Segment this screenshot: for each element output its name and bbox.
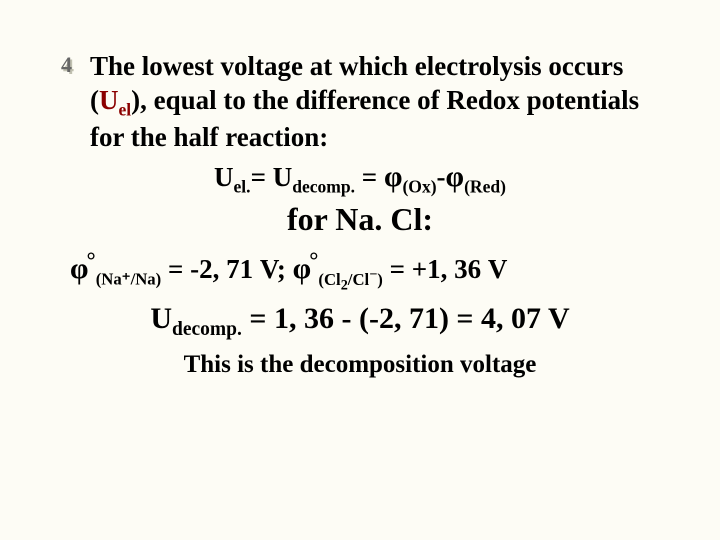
uel-symbol: Uel (99, 85, 131, 115)
pot-cl-val: = +1, 36 V (383, 254, 508, 284)
slide-body: 4 4 The lowest voltage at which electrol… (0, 0, 720, 419)
pot-na-pair: (Na⁺/Na) (96, 270, 162, 289)
pot-na-val: = -2, 71 V; (161, 254, 292, 284)
pot-deg2: ° (309, 248, 318, 273)
uel-u: U (99, 85, 119, 115)
potentials-line: φ°(Na⁺/Na) = -2, 71 V; φ°(Cl2/Cl−) = +1,… (60, 248, 660, 294)
cl-a: (Cl (318, 270, 340, 289)
intro-text: The lowest voltage at which electrolysis… (90, 50, 660, 155)
eq-eq1: = (251, 162, 273, 192)
final-statement: This is the decomposition voltage (60, 351, 660, 379)
pot-deg1: ° (87, 248, 96, 273)
eq-minus: - (437, 162, 446, 192)
eq-eq2: = (355, 162, 384, 192)
pot-cl-pair: (Cl2/Cl−) (318, 270, 383, 289)
cl-2: 2 (341, 277, 348, 293)
decomp-equation: Udecomp. = 1, 36 - (-2, 71) = 4, 07 V (60, 302, 660, 341)
nacl-heading: for Na. Cl: (60, 201, 660, 238)
eq-u1: U (214, 162, 234, 192)
decomp-rest: = 1, 36 - (-2, 71) = 4, 07 V (242, 302, 570, 335)
pot-phi1: φ (70, 253, 89, 285)
eq-el-sub: el. (234, 176, 251, 196)
cl-b: /Cl (348, 270, 369, 289)
svg-text:4: 4 (61, 56, 72, 77)
eq-red: (Red) (464, 176, 506, 196)
eq-phi2: φ (446, 161, 465, 193)
bullet-4-icon: 4 4 (60, 56, 80, 83)
decomp-u: U (150, 302, 172, 335)
uel-sub: el (119, 99, 132, 119)
eq-phi1: φ (384, 161, 403, 193)
decomp-sub: decomp. (172, 319, 242, 340)
intro-suffix: ), equal to the difference of Redox pote… (90, 85, 639, 152)
eq-decomp-sub: decomp. (292, 176, 355, 196)
equation-line: Uel.= Udecomp. = φ(Ox)-φ(Red) (60, 161, 660, 197)
bullet-paragraph: 4 4 The lowest voltage at which electrol… (60, 50, 660, 155)
eq-ox: (Ox) (402, 176, 436, 196)
eq-u2: U (273, 162, 293, 192)
